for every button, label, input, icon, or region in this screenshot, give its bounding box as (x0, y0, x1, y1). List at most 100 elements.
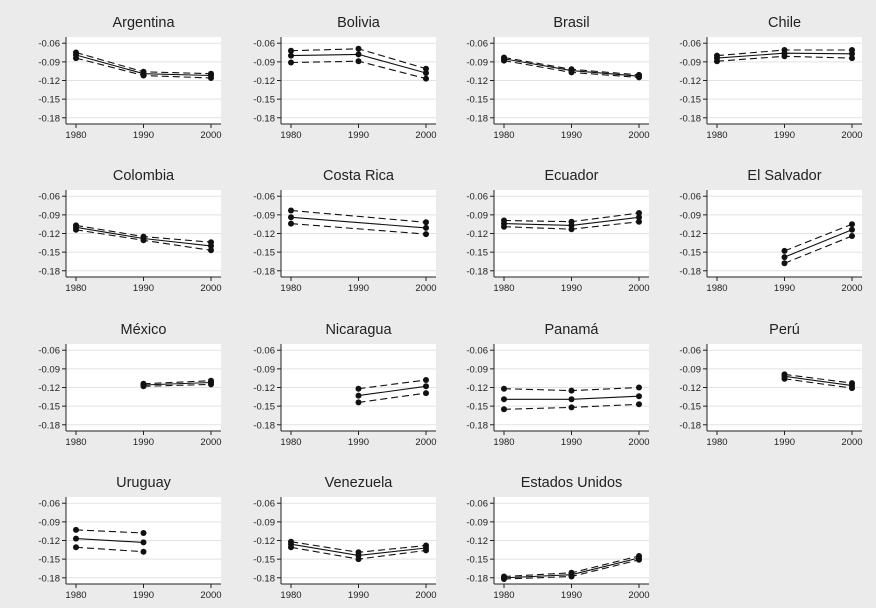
y-tick-label: -0.15 (466, 95, 488, 106)
data-point (636, 214, 642, 221)
y-tick-label: -0.09 (466, 517, 488, 528)
y-tick-label: -0.06 (679, 192, 701, 203)
x-tick-label: 2000 (415, 283, 436, 294)
panel-venezuela: Venezuela -0.06 -0.09 -0.12 -0.15 -0.18 1980 19… (253, 475, 436, 601)
data-point (501, 406, 507, 413)
y-tick-label: -0.09 (679, 57, 701, 68)
series-line-1 (143, 380, 212, 385)
data-point (355, 45, 362, 52)
data-point (423, 65, 429, 72)
x-tick-label: 1980 (493, 590, 514, 601)
y-tick-label: -0.12 (253, 76, 275, 87)
x-tick-label: 1980 (493, 130, 514, 141)
y-tick-label: -0.18 (679, 113, 701, 124)
data-point (636, 210, 642, 216)
panel-title: Chile (768, 15, 801, 31)
data-point (208, 247, 214, 254)
x-tick-label: 1990 (133, 590, 154, 601)
panel-title: Estados Unidos (521, 475, 623, 491)
data-point (501, 57, 507, 64)
x-tick-label: 1980 (65, 283, 86, 294)
data-point (140, 548, 147, 555)
data-point (288, 220, 294, 227)
x-tick-label: 1980 (280, 130, 301, 141)
panel-estados-unidos: Estados Unidos -0.06 -0.09 -0.12 -0.15 -0.18 1… (466, 475, 649, 601)
panel-colombia: Colombia -0.06 -0.09 -0.12 -0.15 -0.18 1980 199… (38, 168, 221, 294)
series-line-1 (784, 223, 853, 252)
x-tick-label: 1990 (774, 283, 795, 294)
y-tick-label: -0.15 (466, 555, 488, 566)
y-tick-label: -0.18 (679, 420, 701, 431)
y-tick-label: -0.15 (679, 95, 701, 106)
series-line-3 (75, 546, 144, 553)
y-tick-label: -0.18 (466, 113, 488, 124)
series-line-3 (358, 392, 427, 403)
y-tick-label: -0.09 (253, 364, 275, 375)
y-tick-label: -0.15 (38, 555, 60, 566)
panel-title: México (121, 322, 167, 338)
y-tick-label: -0.15 (679, 248, 701, 259)
y-tick-label: -0.06 (38, 346, 60, 357)
y-tick-label: -0.15 (253, 95, 275, 106)
data-point (288, 47, 294, 54)
data-point (636, 218, 642, 225)
data-point (781, 375, 788, 382)
data-point (73, 55, 79, 62)
data-point (849, 226, 855, 233)
x-tick-label: 1990 (561, 130, 582, 141)
panel-nicaragua: Nicaragua -0.06 -0.09 -0.12 -0.15 -0.18 1980 19… (253, 322, 436, 448)
data-point (355, 51, 362, 58)
x-tick-label: 1990 (561, 283, 582, 294)
data-point (208, 381, 214, 388)
y-tick-label: -0.09 (679, 364, 701, 375)
data-point (423, 383, 429, 390)
y-tick-label: -0.09 (466, 57, 488, 68)
data-point (568, 226, 575, 233)
y-tick-label: -0.15 (253, 248, 275, 259)
y-tick-label: -0.06 (38, 192, 60, 203)
data-point (636, 393, 642, 400)
panel-title: El Salvador (747, 168, 821, 184)
data-point (423, 547, 429, 554)
data-point (423, 219, 429, 226)
series-line-3 (290, 223, 427, 235)
y-tick-label: -0.15 (38, 402, 60, 413)
panel-title: Ecuador (544, 168, 598, 184)
data-point (636, 74, 642, 81)
panel-title: Nicaragua (325, 322, 392, 338)
y-tick-label: -0.09 (253, 57, 275, 68)
y-tick-label: -0.09 (38, 57, 60, 68)
y-tick-label: -0.09 (38, 210, 60, 221)
data-point (208, 242, 214, 249)
data-point (501, 396, 507, 403)
y-tick-label: -0.09 (466, 210, 488, 221)
panel-mexico: México -0.06 -0.09 -0.12 -0.15 -0.18 1980 1990 2… (38, 322, 221, 448)
panel-ecuador: Ecuador -0.06 -0.09 -0.12 -0.15 -0.18 1980 1990… (466, 168, 649, 294)
y-tick-label: -0.09 (253, 210, 275, 221)
data-point (73, 226, 79, 233)
series-line-1 (290, 209, 427, 223)
data-point (355, 392, 362, 399)
panel-title: Panamá (544, 322, 599, 338)
data-point (288, 52, 294, 59)
y-tick-label: -0.18 (466, 420, 488, 431)
y-tick-label: -0.12 (38, 76, 60, 87)
y-tick-label: -0.18 (679, 266, 701, 277)
y-tick-label: -0.06 (679, 346, 701, 357)
y-tick-label: -0.18 (253, 420, 275, 431)
data-point (501, 223, 507, 230)
y-tick-label: -0.12 (679, 229, 701, 240)
panel-uruguay: Uruguay -0.06 -0.09 -0.12 -0.15 -0.18 1980 1990… (38, 475, 221, 601)
x-tick-label: 1980 (65, 130, 86, 141)
x-tick-label: 2000 (841, 283, 862, 294)
data-point (288, 59, 294, 66)
data-point (288, 207, 294, 214)
data-point (73, 535, 79, 542)
y-tick-label: -0.12 (466, 383, 488, 394)
y-tick-label: -0.09 (466, 364, 488, 375)
data-point (423, 231, 429, 238)
x-tick-label: 1990 (561, 437, 582, 448)
data-point (423, 377, 429, 383)
x-tick-label: 2000 (415, 437, 436, 448)
